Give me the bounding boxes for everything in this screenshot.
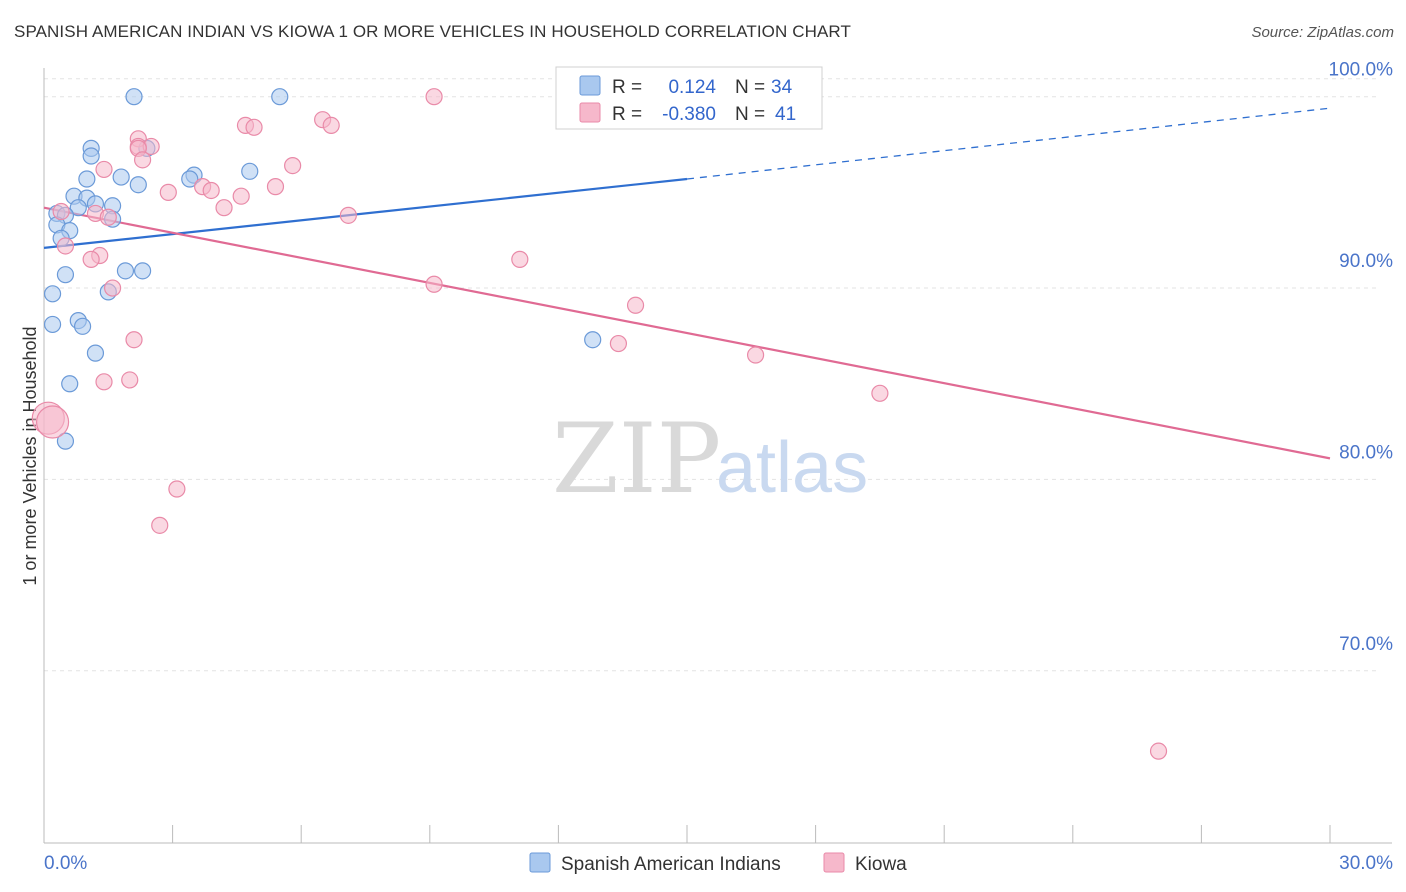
stats-n-label-1: N = <box>735 77 765 98</box>
point-kiowa <box>245 118 263 136</box>
y-axis-label: 1 or more Vehicles in Household <box>20 326 40 585</box>
point-kiowa <box>284 156 302 175</box>
y-tick-label: 80.0% <box>1339 442 1393 463</box>
point-kiowa <box>322 116 340 135</box>
watermark-atlas: atlas <box>716 428 868 508</box>
point-kiowa <box>1149 742 1168 760</box>
point-spanish-american-indians <box>56 266 75 284</box>
stats-n-value-1: 34 <box>771 77 793 98</box>
point-kiowa <box>168 480 186 498</box>
trend-line-spanish-american-indians <box>43 177 688 249</box>
point-spanish-american-indians <box>86 344 105 362</box>
point-kiowa <box>52 202 70 221</box>
stats-r-value-2: -0.380 <box>662 104 716 125</box>
point-spanish-american-indians <box>69 199 87 217</box>
point-spanish-american-indians <box>43 315 62 334</box>
chart-source: Source: ZipAtlas.com <box>1251 24 1394 41</box>
point-kiowa <box>125 331 143 349</box>
point-spanish-american-indians <box>125 88 143 106</box>
point-kiowa <box>95 373 113 391</box>
watermark: ZIP atlas <box>552 403 868 515</box>
chart-title: SPANISH AMERICAN INDIAN VS KIOWA 1 OR MO… <box>14 22 851 41</box>
point-kiowa <box>232 187 250 205</box>
point-kiowa <box>871 384 889 402</box>
y-tick-labels: 70.0% 80.0% 90.0% 100.0% <box>1329 60 1394 655</box>
point-kiowa <box>425 275 443 293</box>
point-spanish-american-indians <box>181 170 199 188</box>
y-tick-label: 70.0% <box>1339 634 1393 655</box>
point-kiowa <box>609 334 628 353</box>
point-spanish-american-indians <box>584 331 602 349</box>
stats-legend: R = 0.124 N = 34 R = -0.380 N = 41 <box>555 66 823 130</box>
watermark-zip: ZIP <box>552 403 721 515</box>
point-kiowa <box>99 208 117 226</box>
point-spanish-american-indians <box>133 262 152 280</box>
point-kiowa <box>95 160 113 179</box>
legend-swatch-kiowa <box>823 852 845 873</box>
trend-extension-spanish-american-indians <box>686 107 1331 180</box>
point-kiowa <box>35 405 70 439</box>
point-kiowa <box>56 237 75 255</box>
point-kiowa <box>121 371 139 389</box>
point-spanish-american-indians <box>43 285 62 303</box>
point-kiowa <box>151 516 169 534</box>
point-kiowa <box>215 199 233 217</box>
point-kiowa <box>82 250 100 268</box>
stats-legend-swatch-pink <box>579 102 601 123</box>
y-tick-label: 90.0% <box>1339 251 1393 272</box>
point-spanish-american-indians <box>78 170 96 188</box>
point-kiowa <box>133 151 152 169</box>
stats-n-value-2: 41 <box>775 104 796 125</box>
point-kiowa <box>103 279 122 297</box>
point-spanish-american-indians <box>73 317 92 335</box>
legend-swatch-spanish-american-indians <box>529 852 551 873</box>
point-kiowa <box>746 346 765 364</box>
point-spanish-american-indians <box>129 176 147 194</box>
stats-r-value-1: 0.124 <box>668 77 716 98</box>
y-tick-label: 100.0% <box>1329 60 1394 81</box>
trend-line-kiowa <box>43 206 1331 460</box>
x-tick-label: 0.0% <box>44 853 87 874</box>
trend-lines <box>43 107 1331 460</box>
point-spanish-american-indians <box>112 168 130 186</box>
axes <box>43 68 1392 844</box>
point-kiowa <box>511 250 529 268</box>
point-spanish-american-indians <box>56 432 75 450</box>
point-kiowa <box>425 88 443 106</box>
stats-r-label-2: R = <box>612 104 642 125</box>
data-points <box>31 88 1168 760</box>
point-kiowa <box>626 296 645 314</box>
legend-label-spanish-american-indians: Spanish American Indians <box>561 854 781 875</box>
stats-legend-swatch-blue <box>579 75 601 96</box>
point-kiowa <box>266 178 285 196</box>
series-legend: Spanish American Indians Kiowa <box>529 852 907 875</box>
point-spanish-american-indians <box>82 147 100 165</box>
point-kiowa <box>339 206 357 224</box>
stats-n-label-2: N = <box>735 104 765 125</box>
point-kiowa <box>202 181 220 200</box>
point-spanish-american-indians <box>61 375 79 393</box>
point-spanish-american-indians <box>116 262 135 280</box>
stats-r-label-1: R = <box>612 77 642 98</box>
point-kiowa <box>159 183 177 201</box>
x-tick-label: 30.0% <box>1339 853 1393 874</box>
point-spanish-american-indians <box>241 162 259 180</box>
point-spanish-american-indians <box>271 88 289 106</box>
legend-label-kiowa: Kiowa <box>855 854 907 875</box>
x-tick-labels: 0.0% 30.0% <box>44 853 1393 874</box>
